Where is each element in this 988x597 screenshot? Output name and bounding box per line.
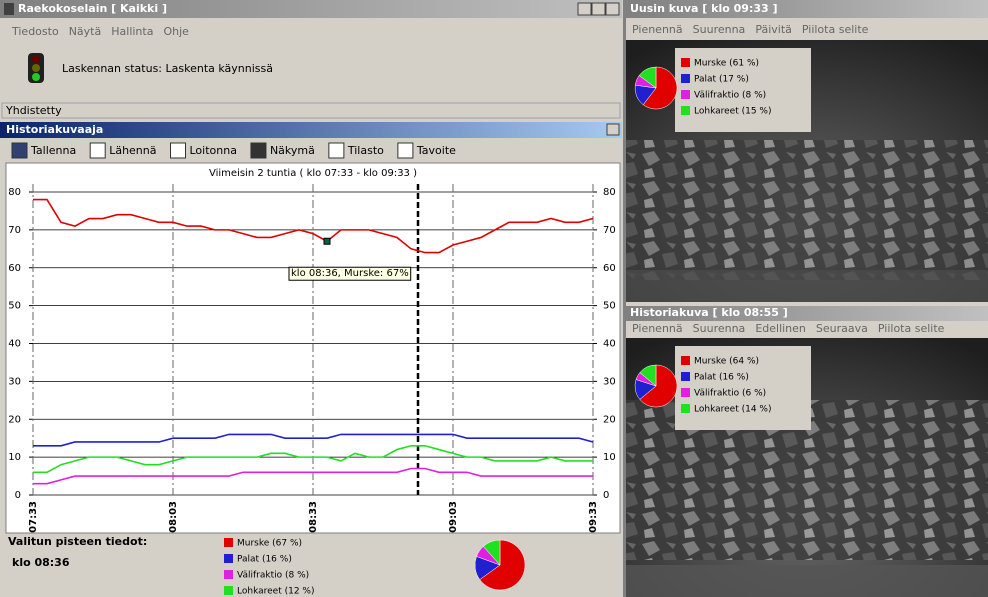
menu-item[interactable]: Piilota selite (878, 322, 945, 335)
window-title: Historiakuva [ klo 08:55 ] (630, 306, 788, 319)
legend-swatch (681, 58, 690, 67)
y2-tick-label: 60 (603, 263, 616, 274)
close-button[interactable] (607, 124, 619, 135)
y-tick-label: 50 (8, 301, 21, 312)
legend-swatch (681, 356, 690, 365)
menu-bar: Pienennä Suurenna Päivitä Piilota selite (632, 23, 869, 36)
y2-tick-label: 50 (603, 301, 616, 312)
menu-item[interactable]: Suurenna (693, 23, 746, 36)
toolbar-icon (398, 143, 413, 158)
menu-item[interactable]: Hallinta (111, 25, 153, 38)
window-title: Uusin kuva [ klo 09:33 ] (630, 2, 778, 15)
legend-label: Välifraktio (6 %) (694, 389, 766, 399)
status-text: Laskennan status: Laskenta käynnissä (62, 62, 273, 75)
selected-time: klo 08:36 (12, 556, 70, 569)
photo-belt (626, 270, 988, 302)
x-tick-label: 09:03 (448, 501, 459, 533)
legend-swatch (224, 570, 233, 579)
y-tick-label: 10 (8, 452, 21, 463)
menu-item[interactable]: Edellinen (755, 322, 806, 335)
legend-label: Palat (16 %) (237, 555, 292, 565)
selected-heading: Valitun pisteen tiedot: (8, 535, 147, 548)
toolbar-button[interactable]: Loitonna (190, 144, 237, 157)
x-tick-label: 08:33 (308, 501, 319, 533)
minimize-button[interactable] (578, 3, 591, 15)
y2-tick-label: 80 (603, 187, 616, 198)
legend-label: Murske (64 %) (694, 357, 759, 367)
y2-tick-label: 40 (603, 339, 616, 350)
y2-tick-label: 10 (603, 452, 616, 463)
legend-label: Lohkareet (15 %) (694, 107, 772, 117)
legend-swatch (224, 586, 233, 595)
menu-bar: Pienennä Suurenna Edellinen Seuraava Piilota… (632, 322, 945, 335)
toolbar-icon (90, 143, 105, 158)
legend-label: Palat (16 %) (694, 373, 749, 383)
legend-label: Lohkareet (14 %) (694, 405, 772, 415)
traffic-light (28, 53, 44, 83)
screen: Raekokoselain [ Kaikki ] Tiedosto Näytä Ha… (0, 0, 988, 597)
toolbar-button[interactable]: Tavoite (416, 144, 456, 157)
y2-tick-label: 20 (603, 414, 616, 425)
y-tick-label: 80 (8, 187, 21, 198)
splitter (623, 0, 626, 597)
toolbar-button[interactable]: Lähennä (109, 144, 156, 157)
legend-label: Välifraktio (8 %) (237, 571, 309, 581)
y-tick-label: 30 (8, 376, 21, 387)
y2-tick-label: 70 (603, 225, 616, 236)
legend-swatch (224, 554, 233, 563)
legend-swatch (224, 538, 233, 547)
menu-item[interactable]: Tiedosto (11, 25, 59, 38)
legend-swatch (681, 90, 690, 99)
legend-swatch (681, 74, 690, 83)
y-tick-label: 60 (8, 263, 21, 274)
close-button[interactable] (606, 3, 619, 15)
legend-swatch (681, 106, 690, 115)
toolbar-icon (12, 143, 27, 158)
menu-item[interactable]: Ohje (163, 25, 189, 38)
status-bar-text: Yhdistetty (5, 104, 62, 117)
legend-swatch (681, 372, 690, 381)
toolbar-icon (329, 143, 344, 158)
toolbar-icon (251, 143, 266, 158)
toolbar-icon (171, 143, 186, 158)
x-tick-label: 08:03 (168, 501, 179, 533)
toolbar-button[interactable]: Tallenna (30, 144, 76, 157)
menu-item[interactable]: Päivitä (755, 23, 792, 36)
window-title: Historiakuvaaja (6, 123, 103, 136)
menu-item[interactable]: Piilota selite (802, 23, 869, 36)
window-title: Raekokoselain [ Kaikki ] (18, 2, 167, 15)
toolbar-button[interactable]: Tilasto (347, 144, 384, 157)
y-tick-label: 0 (15, 490, 21, 501)
status-bar (2, 103, 620, 118)
legend-label: Lohkareet (12 %) (237, 587, 315, 597)
photo-belt (626, 565, 988, 597)
y-tick-label: 70 (8, 225, 21, 236)
photo-rocks (626, 140, 988, 280)
y2-tick-label: 30 (603, 376, 616, 387)
tooltip: klo 08:36, Murske: 67% (291, 268, 409, 279)
legend-label: Välifraktio (8 %) (694, 91, 766, 101)
y-tick-label: 40 (8, 339, 21, 350)
chart-title: Viimeisin 2 tuntia ( klo 07:33 - klo 09:… (209, 168, 417, 179)
legend-label: Palat (17 %) (694, 75, 749, 85)
toolbar-button[interactable]: Näkymä (270, 144, 315, 157)
menu-item[interactable]: Pienennä (632, 322, 683, 335)
y2-tick-label: 0 (603, 490, 609, 501)
maximize-button[interactable] (592, 3, 605, 15)
menu-item[interactable]: Suurenna (693, 322, 746, 335)
window-buttons[interactable] (578, 3, 619, 15)
x-tick-label: 09:33 (588, 501, 599, 533)
x-tick-label: 07:33 (28, 501, 39, 533)
y-tick-label: 20 (8, 414, 21, 425)
selected-point (324, 238, 330, 244)
legend-swatch (681, 388, 690, 397)
legend-label: Murske (61 %) (694, 59, 759, 69)
menu-item[interactable]: Seuraava (816, 322, 868, 335)
legend-label: Murske (67 %) (237, 539, 302, 549)
app-icon (4, 3, 14, 15)
legend-swatch (681, 404, 690, 413)
menu-item[interactable]: Näytä (69, 25, 102, 38)
menu-item[interactable]: Pienennä (632, 23, 683, 36)
